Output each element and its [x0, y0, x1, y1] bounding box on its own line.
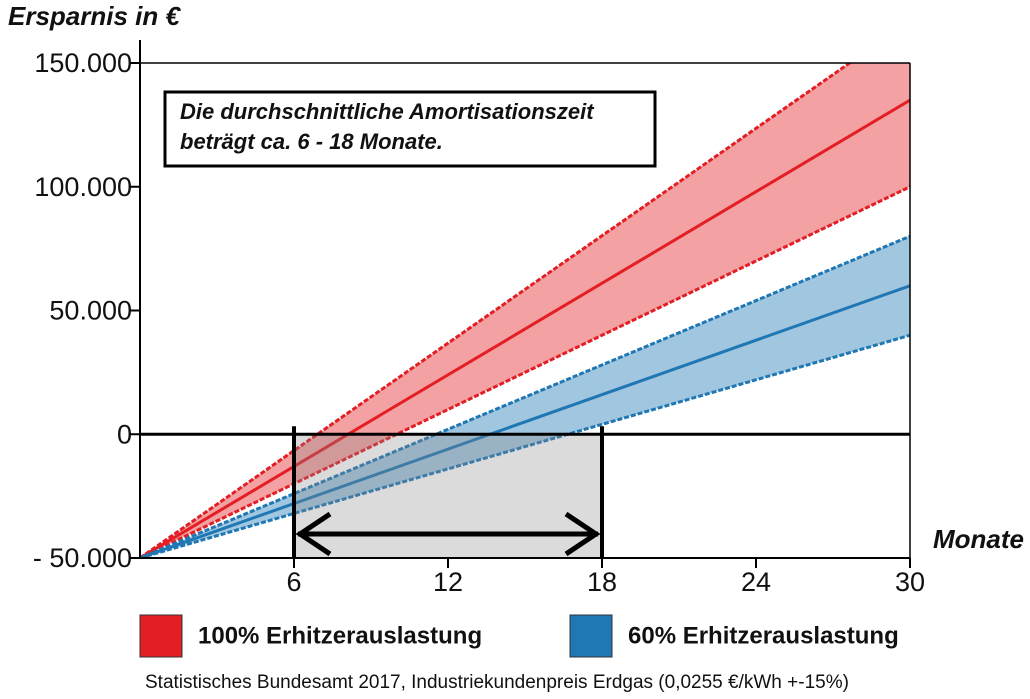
x-axis-label: Monate [933, 524, 1024, 554]
x-tick-label: 6 [286, 567, 301, 597]
annotation-box [163, 90, 657, 168]
series-line [140, 284, 910, 558]
annotation-text: beträgt ca. 6 - 18 Monate. [180, 129, 443, 154]
y-axis-label: Ersparnis in € [8, 1, 181, 31]
x-tick-label: 24 [741, 567, 771, 597]
x-tick-label: 30 [895, 567, 925, 597]
y-tick-label: 0 [117, 419, 132, 449]
series-line [140, 98, 910, 558]
y-tick-label: 50.000 [49, 296, 132, 326]
legend-swatch [569, 614, 613, 658]
y-tick-label: - 50.000 [33, 543, 132, 573]
legend-label: 100% Erhitzerauslastung [198, 622, 482, 649]
x-tick-label: 18 [587, 567, 617, 597]
y-tick-label: 100.000 [34, 172, 132, 202]
legend-swatch [139, 614, 183, 658]
x-tick-label: 12 [433, 567, 463, 597]
legend-label: 60% Erhitzerauslastung [628, 622, 899, 649]
bound-line [140, 333, 910, 558]
bound-line [140, 234, 910, 558]
highlight-region [294, 434, 602, 558]
source-note: Statistisches Bundesamt 2017, Industriek… [145, 672, 849, 693]
bound-line [140, 63, 853, 558]
y-tick-label: 150.000 [34, 48, 132, 78]
range-arrow [295, 511, 601, 557]
annotation-text: Die durchschnittliche Amortisationszeit [180, 99, 595, 124]
bound-line [140, 185, 910, 558]
